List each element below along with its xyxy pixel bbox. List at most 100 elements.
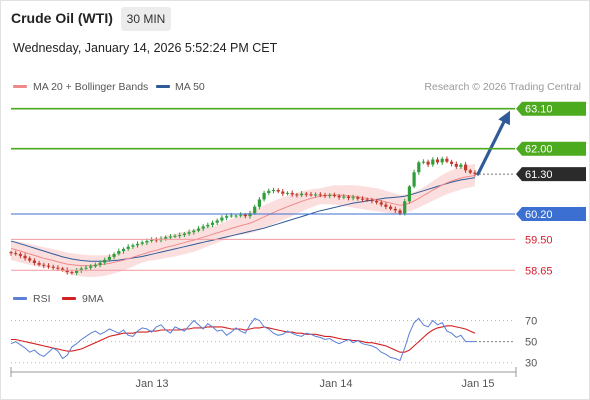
candle-body [150, 239, 154, 241]
candle-body [131, 245, 135, 247]
ma9-legend-label: 9MA [82, 293, 104, 305]
candle-body [421, 161, 425, 163]
candle-body [42, 264, 46, 266]
rsi-axis-label-30: 30 [525, 358, 537, 370]
bollinger-band [11, 163, 475, 277]
candle-body [121, 248, 126, 252]
candle-body [253, 206, 257, 214]
candle-body [267, 190, 271, 193]
candle-body [225, 216, 229, 218]
candle-body [206, 224, 210, 227]
candle-body [70, 272, 74, 274]
candle-body [295, 194, 299, 196]
candle-body [445, 158, 449, 162]
candle-body [79, 268, 83, 271]
candle-body [84, 267, 88, 269]
candle-body [454, 163, 458, 167]
projection-arrow-shaft [476, 116, 508, 176]
candle-body [459, 164, 463, 167]
candle-body [32, 260, 36, 263]
candle-body [431, 159, 435, 165]
level-label-58-65: 58.65 [525, 265, 553, 277]
level-label-59-50: 59.50 [525, 234, 553, 246]
candle-body [403, 201, 407, 214]
level-lines: 63.10 62.00 61.30 60.20 59.50 58.65 [11, 101, 586, 277]
candle-body [285, 192, 290, 194]
candle-body [9, 252, 13, 254]
candle-body [375, 200, 379, 203]
legend-credit: Research © 2026 Trading Central [424, 81, 581, 93]
candle-body [464, 164, 468, 171]
rsi-line [10, 317, 475, 362]
candle-body [243, 214, 247, 217]
level-badge-text-61-30: 61.30 [525, 169, 553, 181]
candle-body [103, 259, 107, 263]
timeframe-badge[interactable]: 30 MIN [121, 7, 171, 31]
level-badge-text-62-00: 62.00 [525, 144, 553, 156]
ma50-line [10, 177, 476, 262]
legend-label-ma20: MA 20 + Bollinger Bands [33, 81, 148, 93]
candle-body [215, 220, 219, 223]
candle-body [37, 263, 41, 265]
candle-body [328, 195, 332, 197]
candle-body [276, 190, 280, 192]
candle-body [51, 266, 55, 268]
level-badge-60-20 [516, 207, 586, 221]
instrument-title: Crude Oil (WTI) [11, 10, 113, 26]
candle-body [14, 253, 18, 255]
candle-body [201, 226, 205, 229]
rsi-legend-swatch [13, 297, 27, 300]
rsi-plot: 70 50 30 [10, 316, 537, 370]
candle-body [379, 202, 383, 205]
candle-body [126, 246, 130, 249]
candle-body [187, 232, 191, 234]
candle-body [117, 251, 121, 254]
candle-body [271, 190, 276, 191]
candle-body [112, 254, 116, 257]
candle-body [473, 172, 477, 175]
candle-body [257, 199, 261, 207]
candle-body [168, 236, 172, 238]
legend-swatch-ma50 [156, 85, 170, 88]
candle-body [281, 191, 285, 194]
candle-body [164, 237, 168, 239]
candle-body [407, 186, 411, 202]
candle-body [248, 213, 252, 217]
candle-body [234, 215, 238, 217]
rsi-axis-label-70: 70 [525, 316, 537, 328]
candle-body [450, 161, 454, 164]
candle-body [365, 199, 369, 201]
candle-body [346, 196, 351, 199]
candle-body [290, 192, 294, 195]
candle-body [360, 198, 365, 200]
legend-swatch-ma20 [13, 85, 27, 88]
candle-body [342, 196, 346, 198]
candle-body [56, 267, 60, 269]
candle-body [318, 194, 322, 196]
candle-body [23, 255, 27, 259]
candle-body [323, 195, 327, 197]
candle-body [239, 214, 243, 216]
candle-body [46, 265, 51, 267]
candle-body [75, 270, 79, 273]
candle-body [107, 256, 111, 260]
candle-body [300, 193, 304, 196]
candle-body [140, 242, 144, 244]
candle-body [229, 215, 233, 217]
level-badge-61-30 [516, 167, 586, 182]
legend-label-ma50: MA 50 [175, 81, 205, 93]
candle-body [262, 192, 266, 200]
rsi-legend-label: RSI [33, 293, 51, 305]
candle-body [98, 262, 102, 265]
x-tick-label-jan15: Jan 15 [461, 378, 494, 390]
candle-body [65, 269, 69, 273]
candle-body [18, 254, 22, 256]
level-badge-text-60-20: 60.20 [525, 209, 553, 221]
candle-body [435, 159, 440, 163]
candle-body [220, 217, 224, 221]
candle-body [370, 200, 374, 202]
candle-body [468, 170, 472, 173]
candle-body [417, 162, 421, 173]
